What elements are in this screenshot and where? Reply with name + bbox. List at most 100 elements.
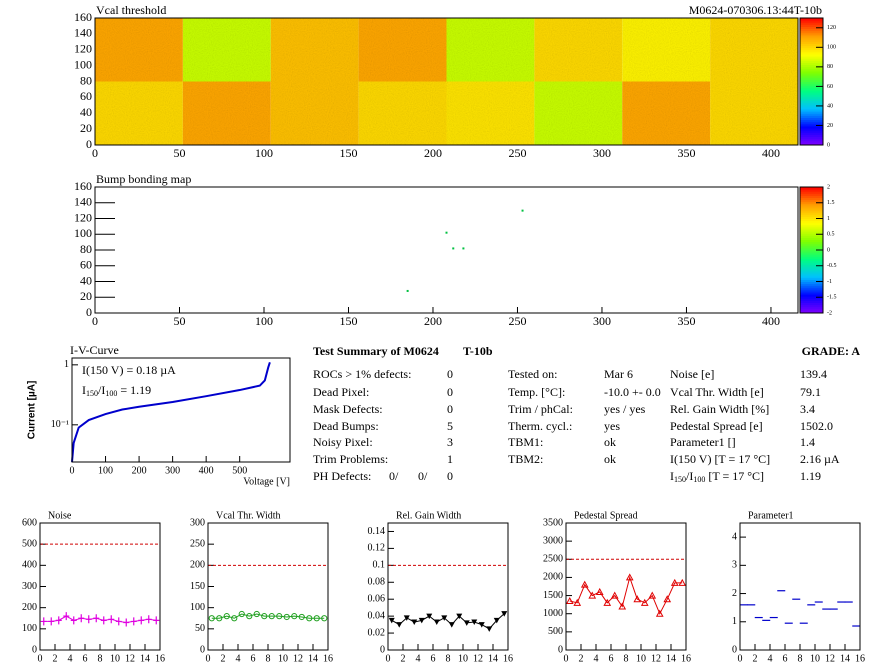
marker: [471, 619, 478, 626]
colorbar-band: [800, 218, 823, 222]
marker: [456, 613, 463, 620]
marker: [493, 617, 500, 624]
colorbar-band: [800, 18, 823, 21]
colorbar-band: [800, 275, 823, 278]
marker: [268, 613, 275, 620]
colorbar-band: [800, 210, 823, 213]
colorbar-band: [800, 142, 823, 146]
colorbar-band: [800, 53, 823, 57]
colorbar-band: [800, 205, 823, 209]
x-tick-label: 10: [278, 653, 288, 664]
colorbar-label: 20: [827, 123, 833, 129]
marker: [618, 602, 627, 610]
y-tick-label: 60: [80, 258, 92, 272]
colorbar-band: [800, 32, 823, 36]
colorbar-band: [800, 138, 823, 142]
summary-label: Dead Pixel:: [313, 385, 369, 399]
colorbar-band: [800, 115, 823, 118]
colorbar-band: [800, 73, 823, 76]
y-tick-label: 40: [80, 105, 92, 119]
colorbar-band: [800, 89, 823, 93]
marker: [321, 615, 328, 622]
marker: [63, 612, 70, 621]
marker: [463, 620, 470, 626]
colorbar-band: [800, 212, 823, 215]
y-tick-label: 0: [200, 644, 205, 655]
colorbar-band: [800, 26, 823, 30]
x-tick-label: 12: [473, 653, 483, 664]
y-tick-label: 4: [732, 531, 737, 542]
x-tick-label: 500: [232, 465, 247, 476]
summary-label: TBM2:: [508, 452, 543, 466]
colorbar-band: [800, 75, 823, 78]
marker: [40, 617, 47, 626]
colorbar-band: [800, 41, 823, 44]
x-tick-label: 0: [386, 653, 391, 664]
colorbar-band: [800, 130, 823, 133]
annotation-part: /I: [98, 383, 105, 397]
x-tick-label: 4: [416, 653, 421, 664]
y-tick-label: 1: [64, 359, 69, 370]
summary-value: 79.1: [800, 385, 821, 399]
marker: [55, 616, 62, 625]
colorbar-band: [800, 197, 823, 201]
y-tick-label: 2500: [543, 554, 563, 565]
colorbar-label: 0: [827, 247, 830, 253]
colorbar-band: [800, 226, 823, 230]
x-tick-label: 200: [424, 146, 442, 160]
marker: [625, 573, 634, 581]
x-tick-label: 350: [677, 314, 695, 328]
marker: [486, 626, 493, 632]
colorbar-band: [800, 128, 823, 131]
y-tick-label: 400: [22, 560, 37, 571]
marker: [388, 617, 395, 624]
y-tick-label: 1000: [543, 608, 563, 619]
x-tick-label: 12: [651, 653, 661, 664]
marker: [115, 617, 122, 626]
x-tick-label: 14: [488, 653, 498, 664]
marker: [573, 598, 582, 606]
y-tick-label: 0.14: [368, 526, 386, 537]
colorbar-band: [800, 208, 823, 211]
y-tick-label: 0.12: [368, 543, 386, 554]
colorbar-band: [800, 140, 823, 144]
summary-label: TBM1:: [508, 435, 543, 449]
colorbar-band: [800, 98, 823, 102]
summary-label: I150/I100 [T = 17 °C]: [670, 469, 764, 484]
x-tick-label: 300: [593, 146, 611, 160]
colorbar-band: [800, 281, 823, 285]
colorbar-band: [800, 289, 823, 293]
colorbar-band: [800, 134, 823, 138]
x-tick-label: 14: [140, 653, 150, 664]
chart-title: Rel. Gain Width: [396, 510, 461, 521]
y-tick-label: 50: [195, 623, 205, 634]
colorbar-band: [800, 121, 823, 125]
plot-frame: [207, 522, 329, 651]
colorbar-band: [800, 241, 823, 245]
summary-value: 0/: [418, 469, 428, 483]
x-tick-label: 300: [165, 465, 180, 476]
x-tick-label: 12: [825, 653, 835, 664]
summary-label: Mask Defects:: [313, 402, 383, 416]
colorbar-band: [800, 94, 823, 97]
marker: [426, 613, 433, 620]
x-tick-label: 0: [92, 314, 98, 328]
colorbar-band: [800, 117, 823, 121]
summary-label: PH Defects:: [313, 469, 371, 483]
colorbar-band: [800, 100, 823, 104]
x-tick-label: 6: [431, 653, 436, 664]
y-tick-label: 3: [732, 560, 737, 571]
colorbar-band: [800, 304, 823, 308]
colorbar-band: [800, 39, 823, 42]
colorbar-band: [800, 214, 823, 217]
marker: [521, 209, 524, 212]
y-tick-label: 300: [22, 581, 37, 592]
x-tick-label: 2: [53, 653, 58, 664]
colorbar-label: 1: [827, 216, 830, 222]
summary-label-part: [T = 17 °C]: [705, 469, 764, 483]
colorbar-band: [800, 245, 823, 249]
summary-value: 0: [447, 385, 453, 399]
plot-border: [207, 522, 329, 651]
chart-title: Bump bonding map: [96, 172, 191, 186]
data-line: [71, 362, 271, 463]
